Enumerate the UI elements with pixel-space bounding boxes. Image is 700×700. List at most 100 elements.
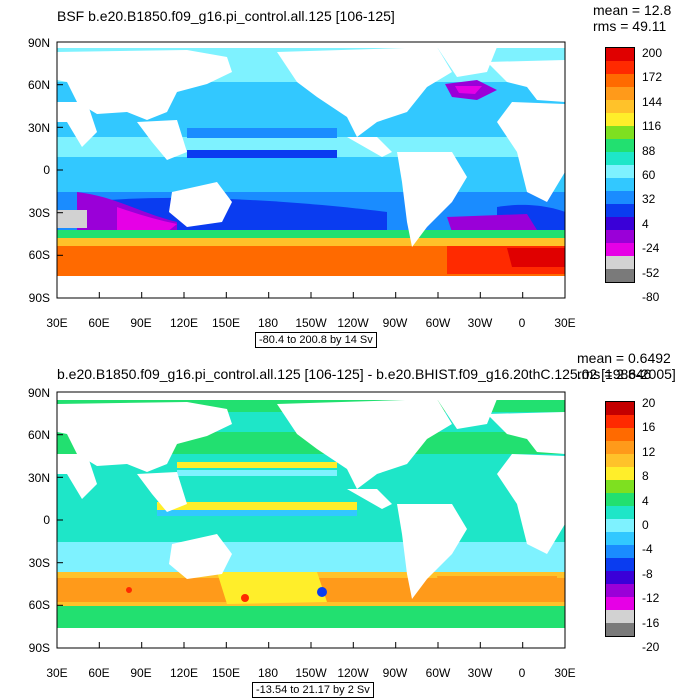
colorbar-label: -20 xyxy=(642,640,660,654)
lon-label: 60W xyxy=(425,316,451,330)
lat-label: 60N xyxy=(27,78,50,92)
lon-label: 90W xyxy=(382,316,408,330)
colorbar-swatch xyxy=(606,113,634,126)
lat-label: 30S xyxy=(28,556,50,570)
colorbar xyxy=(605,47,635,283)
lon-label: 150W xyxy=(295,316,327,330)
lon-label: 30E xyxy=(554,666,576,680)
colorbar-label: -12 xyxy=(642,591,660,606)
colorbar-swatch xyxy=(606,74,634,87)
colorbar-swatch xyxy=(606,48,634,61)
colorbar-swatch xyxy=(606,415,634,428)
colorbar-swatch xyxy=(606,610,634,623)
lon-label: 90E xyxy=(130,316,152,330)
colorbar-label: 12 xyxy=(642,444,656,459)
colorbar-label: 200 xyxy=(642,46,663,60)
rms-stat: rms = 2.846 xyxy=(577,366,652,382)
lat-label: 60S xyxy=(28,598,50,612)
bsf-map xyxy=(56,41,566,299)
colorbar-label: 32 xyxy=(642,192,656,207)
colorbar-swatch xyxy=(606,402,634,415)
lat-label: 0 xyxy=(43,163,50,177)
colorbar-label: 0 xyxy=(642,518,649,532)
colorbar-swatch xyxy=(606,87,634,100)
lat-label: 30N xyxy=(27,471,50,485)
difference-panel: b.e20.B1850.f09_g16.pi_control.all.125 [… xyxy=(0,350,700,700)
colorbar xyxy=(605,401,635,637)
lon-label: 180 xyxy=(257,666,279,680)
lon-label: 60E xyxy=(88,666,110,680)
colorbar-swatch xyxy=(606,441,634,454)
lat-label: 0 xyxy=(43,513,50,527)
panel-title: b.e20.B1850.f09_g16.pi_control.all.125 [… xyxy=(57,366,676,382)
colorbar-swatch xyxy=(606,139,634,152)
colorbar-swatch xyxy=(606,571,634,584)
lat-label: 90S xyxy=(28,291,50,305)
colorbar-swatch xyxy=(606,217,634,230)
colorbar-swatch xyxy=(606,61,634,74)
colorbar-swatch xyxy=(606,100,634,113)
colorbar-swatch xyxy=(606,178,634,191)
lon-label: 30E xyxy=(46,316,68,330)
panel-title: BSF b.e20.B1850.f09_g16.pi_control.all.1… xyxy=(57,8,395,24)
mean-stat: mean = 12.8 xyxy=(593,2,672,18)
lat-label: 30N xyxy=(27,121,50,135)
rms-stat: rms = 49.11 xyxy=(593,18,667,34)
contour-range-label: -80.4 to 200.8 by 14 Sv xyxy=(255,332,377,348)
lon-label: 120E xyxy=(169,316,199,330)
lon-label: 150E xyxy=(211,666,241,680)
contour-range-label: -13.54 to 21.17 by 2 Sv xyxy=(252,682,374,698)
colorbar-swatch xyxy=(606,480,634,493)
lon-label: 120W xyxy=(337,666,369,680)
colorbar-label: -52 xyxy=(642,265,660,280)
colorbar-label: 4 xyxy=(642,216,649,231)
colorbar-label: 60 xyxy=(642,168,656,182)
colorbar-label: 4 xyxy=(642,493,649,508)
colorbar-label: 172 xyxy=(642,70,663,85)
lon-label: 90E xyxy=(130,666,152,680)
colorbar-label: 88 xyxy=(642,143,656,158)
colorbar-swatch xyxy=(606,230,634,243)
lon-label: 30E xyxy=(554,316,576,330)
bsf-panel: BSF b.e20.B1850.f09_g16.pi_control.all.1… xyxy=(27,2,672,348)
colorbar-label: -16 xyxy=(642,615,660,630)
colorbar-swatch xyxy=(606,428,634,441)
lon-label: 150E xyxy=(211,316,241,330)
lon-label: 150W xyxy=(295,666,327,680)
lon-label: 30E xyxy=(46,666,68,680)
colorbar-label: 8 xyxy=(642,469,649,484)
lon-label: 0 xyxy=(518,316,526,330)
colorbar-swatch xyxy=(606,454,634,467)
colorbar-swatch xyxy=(606,165,634,178)
lon-label: 60E xyxy=(88,316,110,330)
colorbar-swatch xyxy=(606,493,634,506)
colorbar-label: 144 xyxy=(642,94,663,109)
lon-label: 90W xyxy=(382,666,408,680)
colorbar-swatch xyxy=(606,256,634,269)
colorbar-label: 116 xyxy=(642,119,662,134)
lat-label: 90S xyxy=(28,641,50,655)
colorbar-swatch xyxy=(606,152,634,165)
colorbar-swatch xyxy=(606,204,634,217)
colorbar-swatch xyxy=(606,558,634,571)
lat-label: 90N xyxy=(27,36,50,50)
lon-label: 120W xyxy=(337,316,369,330)
lon-label: 30W xyxy=(467,316,493,330)
colorbar-swatch xyxy=(606,243,634,256)
colorbar-label: -8 xyxy=(642,566,653,581)
colorbar-swatch xyxy=(606,126,634,139)
colorbar-swatch xyxy=(606,584,634,597)
colorbar-swatch xyxy=(606,269,634,282)
colorbar-swatch xyxy=(606,506,634,519)
lat-label: 60S xyxy=(28,248,50,262)
colorbar-swatch xyxy=(606,191,634,204)
lon-label: 30W xyxy=(467,666,493,680)
colorbar-swatch xyxy=(606,597,634,610)
colorbar-swatch xyxy=(606,519,634,532)
colorbar-swatch xyxy=(606,623,634,636)
mean-stat: mean = 0.6492 xyxy=(577,350,671,366)
lon-label: 180 xyxy=(257,316,279,330)
colorbar-swatch xyxy=(606,545,634,558)
lon-label: 0 xyxy=(518,666,526,680)
colorbar-label: -24 xyxy=(642,241,660,256)
